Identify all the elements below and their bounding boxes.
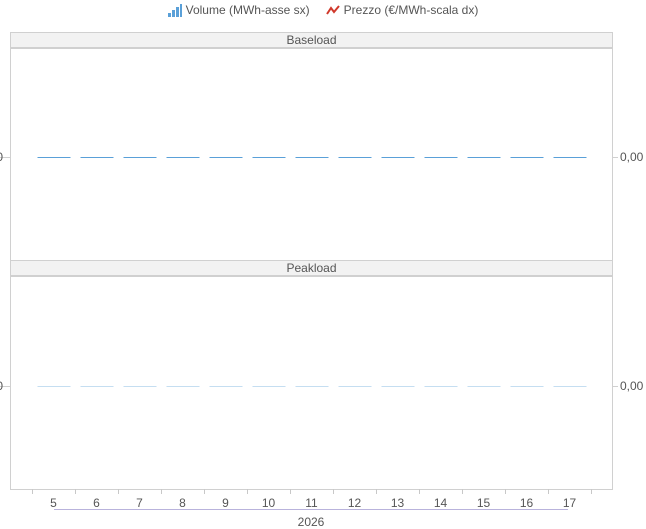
legend-item-price[interactable]: Prezzo (€/MWh-scala dx) — [325, 3, 479, 17]
volume-bar — [338, 157, 372, 158]
panel-title-peakload: Peakload — [10, 260, 613, 276]
volume-bar — [295, 157, 329, 158]
x-tick-label: 17 — [563, 496, 577, 510]
x-tick-label: 6 — [93, 496, 100, 510]
volume-bar — [553, 386, 587, 387]
volume-bar — [166, 386, 200, 387]
legend-item-volume[interactable]: Volume (MWh-asse sx) — [167, 3, 310, 17]
chart-legend: Volume (MWh-asse sx) Prezzo (€/MWh-scala… — [0, 2, 646, 18]
bar-chart-icon — [167, 3, 182, 17]
volume-bar — [381, 157, 415, 158]
x-tick-label: 15 — [477, 496, 491, 510]
volume-bar — [424, 157, 458, 158]
right-axis-tick-label: 0,00 — [620, 150, 644, 164]
line-chart-icon — [325, 5, 340, 15]
x-tick-label: 14 — [434, 496, 448, 510]
volume-bar — [209, 157, 243, 158]
volume-bar — [80, 157, 114, 158]
right-axis-tick-label: 0,00 — [620, 379, 644, 393]
volume-bar — [123, 157, 157, 158]
left-axis-tick-label: 0 — [0, 150, 3, 164]
x-tick-label: 8 — [179, 496, 186, 510]
volume-bar — [295, 386, 329, 387]
volume-bar — [166, 157, 200, 158]
volume-bar — [381, 386, 415, 387]
volume-bar — [209, 386, 243, 387]
plot-area-0 — [10, 48, 613, 261]
volume-bar — [338, 386, 372, 387]
legend-price-label: Prezzo (€/MWh-scala dx) — [343, 3, 479, 17]
x-axis-group-label: 2026 — [298, 515, 325, 529]
volume-bar — [424, 386, 458, 387]
panel-title-baseload: Baseload — [10, 32, 613, 48]
x-tick-label: 7 — [136, 496, 143, 510]
volume-bar — [37, 157, 71, 158]
legend-volume-label: Volume (MWh-asse sx) — [185, 3, 310, 17]
x-tick-label: 16 — [520, 496, 534, 510]
volume-bar — [252, 157, 286, 158]
x-tick-label: 11 — [305, 496, 318, 510]
volume-bar — [510, 386, 544, 387]
volume-bar — [252, 386, 286, 387]
volume-bar — [510, 157, 544, 158]
volume-bar — [80, 386, 114, 387]
volume-bar — [467, 157, 501, 158]
x-tick-label: 13 — [391, 496, 405, 510]
left-axis-tick-label: 0 — [0, 379, 3, 393]
x-tick-label: 5 — [50, 496, 57, 510]
volume-bar — [123, 386, 157, 387]
volume-bar — [553, 157, 587, 158]
x-tick-label: 9 — [222, 496, 229, 510]
x-tick-label: 10 — [262, 496, 276, 510]
plot-area-1 — [10, 276, 613, 490]
x-tick-label: 12 — [348, 496, 362, 510]
volume-bar — [467, 386, 501, 387]
volume-bar — [37, 386, 71, 387]
